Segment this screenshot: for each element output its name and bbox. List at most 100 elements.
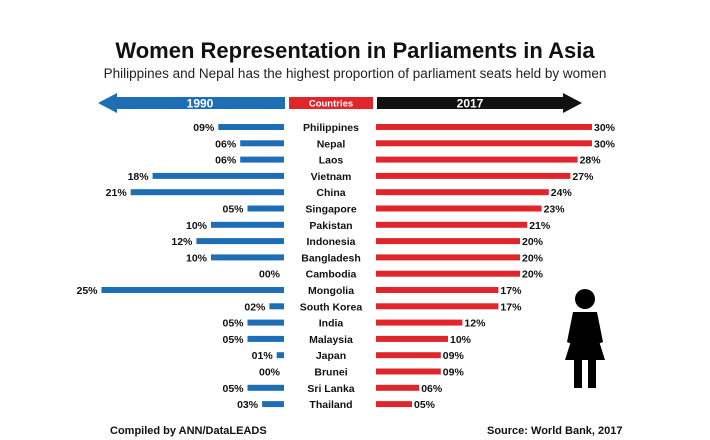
data-label-1990: 09% [193,122,215,134]
data-label-1990: 18% [128,171,150,183]
data-label-2017: 09% [443,367,465,379]
woman-silhouette-icon [565,289,605,388]
data-label-2017: 30% [594,138,616,150]
data-label-2017: 12% [464,318,486,330]
bar-2017 [376,221,528,228]
bar-1990 [101,287,284,293]
bar-1990 [262,401,284,408]
header-center-box [289,97,373,109]
country-label: South Korea [300,301,363,313]
data-label-1990: 25% [76,285,98,297]
bar-2017 [376,384,420,391]
bar-1990 [247,384,284,391]
bar-2017 [376,189,549,196]
bar-1990 [247,205,284,212]
header-right-label: 2017 [457,97,484,111]
bar-2017 [376,401,412,408]
country-label: Cambodia [306,269,357,281]
data-label-2017: 20% [522,269,544,281]
data-label-1990: 00% [259,367,281,379]
country-label: Singapore [305,204,357,216]
right-arrow-header [377,93,582,113]
country-label: Pakistan [309,220,352,232]
country-label: Philippines [303,122,359,134]
data-label-1990: 10% [186,220,208,232]
bar-1990 [240,156,284,163]
bar-2017 [376,352,441,359]
bar-2017 [376,368,441,375]
bar-1990 [240,140,284,147]
data-label-1990: 05% [222,204,244,216]
country-label: Laos [319,155,344,167]
bar-1990 [276,352,284,359]
data-label-1990: 21% [106,187,128,199]
country-label: Indonesia [306,236,355,248]
left-arrow-header [98,93,285,113]
data-label-1990: 06% [215,155,237,167]
country-label: Nepal [317,138,346,150]
data-label-1990: 00% [259,269,281,281]
bar-2017 [376,124,592,130]
data-label-2017: 05% [414,399,436,411]
data-label-1990: 01% [252,350,274,362]
chart-title: Women Representation in Parliaments in A… [115,38,595,63]
country-label: Mongolia [308,285,354,297]
bar-1990 [247,319,284,326]
bar-1990 [130,189,284,196]
bar-1990 [218,124,284,130]
chart-subtitle: Philippines and Nepal has the highest pr… [103,66,607,81]
country-label: Thailand [309,399,352,411]
data-label-2017: 24% [551,187,573,199]
bar-2017 [376,172,571,179]
bar-2017 [376,303,499,310]
data-label-1990: 02% [244,301,266,313]
header-left-label: 1990 [187,97,214,111]
footer-compiled-by: Compiled by ANN/DataLEADS [110,425,267,437]
data-label-2017: 28% [580,155,602,167]
data-label-1990: 10% [186,252,208,264]
country-label: Japan [316,350,346,362]
header-center-label: Countries [309,99,353,110]
bar-2017 [376,254,520,261]
data-label-2017: 27% [572,171,594,183]
country-label: India [319,318,344,330]
bar-2017 [376,205,542,212]
data-label-2017: 10% [450,334,472,346]
data-label-2017: 21% [529,220,551,232]
bars-group: Philippines 09% 30% Nepal 06% 30% Laos 06% 28% Vi… [76,122,615,411]
country-label: China [316,187,345,199]
bar-2017 [376,335,448,342]
bar-1990 [269,303,284,310]
data-label-2017: 17% [500,285,522,297]
country-label: Brunei [314,367,347,379]
bar-2017 [376,319,463,326]
country-label: Bangladesh [301,252,361,264]
data-label-2017: 06% [421,383,443,395]
data-label-2017: 30% [594,122,616,134]
bar-1990 [152,172,284,179]
footer-source: Source: World Bank, 2017 [487,425,623,437]
data-label-1990: 12% [171,236,193,248]
bar-2017 [376,140,592,147]
bar-1990 [247,335,284,342]
data-label-1990: 05% [222,334,244,346]
data-label-1990: 05% [222,318,244,330]
country-label: Malaysia [309,334,353,346]
data-label-2017: 23% [544,204,566,216]
bar-2017 [376,270,520,277]
data-label-1990: 06% [215,138,237,150]
data-label-2017: 20% [522,236,544,248]
data-label-2017: 17% [500,301,522,313]
data-label-2017: 20% [522,252,544,264]
data-label-2017: 09% [443,350,465,362]
bar-1990 [196,238,284,245]
bar-2017 [376,287,499,293]
data-label-1990: 03% [237,399,259,411]
bar-2017 [376,238,520,245]
country-label: Vietnam [311,171,352,183]
bar-2017 [376,156,578,163]
data-label-1990: 05% [222,383,244,395]
bar-1990 [211,221,284,228]
bar-1990 [211,254,284,261]
